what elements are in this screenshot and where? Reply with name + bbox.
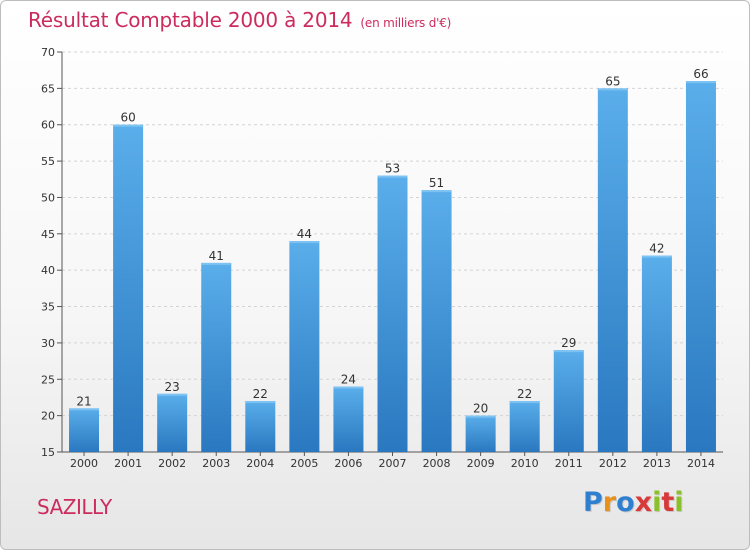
bar-highlight — [289, 241, 320, 244]
data-label: 23 — [165, 380, 180, 394]
bar-highlight — [201, 262, 232, 265]
data-label: 65 — [605, 74, 620, 88]
y-tick-label: 35 — [41, 301, 55, 314]
data-label: 22 — [517, 387, 532, 401]
data-label: 60 — [120, 111, 135, 125]
bar — [509, 401, 540, 452]
x-tick-label: 2003 — [202, 457, 230, 470]
y-tick-label: 15 — [41, 446, 55, 459]
y-tick-label: 40 — [41, 264, 55, 277]
data-label: 53 — [385, 162, 400, 176]
data-label: 66 — [693, 67, 708, 81]
data-label: 29 — [561, 336, 576, 350]
bar — [157, 393, 188, 452]
bar — [201, 262, 232, 452]
x-tick-label: 2006 — [334, 457, 362, 470]
data-label: 51 — [429, 176, 444, 190]
x-tick-label: 2011 — [555, 457, 583, 470]
brand-letter: o — [616, 487, 635, 518]
bar — [641, 255, 672, 452]
data-label: 44 — [297, 227, 312, 241]
bar-highlight — [553, 350, 584, 353]
bar — [465, 415, 496, 452]
x-tick-label: 2007 — [379, 457, 407, 470]
brand-logo: Proxiti — [583, 487, 684, 518]
y-tick-label: 50 — [41, 191, 55, 204]
bar-highlight — [157, 393, 188, 396]
brand-letter: i — [652, 487, 662, 518]
chart-title: Résultat Comptable 2000 à 2014 (en millie… — [28, 8, 451, 32]
bar — [597, 88, 628, 452]
bar — [245, 401, 276, 452]
brand-letter: P — [583, 487, 603, 518]
x-tick-label: 2013 — [643, 457, 671, 470]
bar-highlight — [377, 175, 408, 178]
commune-name: SAZILLY — [37, 495, 112, 519]
bar-highlight — [113, 124, 144, 127]
x-tick-label: 2012 — [599, 457, 627, 470]
data-label: 21 — [76, 394, 91, 408]
bar — [113, 124, 144, 453]
brand-letter: r — [602, 487, 617, 518]
bar-highlight — [509, 401, 540, 404]
brand-letter: x — [634, 487, 653, 518]
bar-highlight — [465, 415, 496, 418]
bar — [69, 408, 100, 452]
x-tick-label: 2001 — [114, 457, 142, 470]
bar-highlight — [421, 190, 452, 193]
bar-highlight — [245, 401, 276, 404]
bar-highlight — [685, 81, 716, 84]
chart-subtitle: (en milliers d'€) — [360, 16, 452, 30]
bar-highlight — [333, 386, 364, 389]
x-tick-label: 2004 — [246, 457, 274, 470]
data-label: 41 — [209, 249, 224, 263]
y-tick-label: 65 — [41, 82, 55, 95]
data-label: 24 — [341, 373, 356, 387]
y-tick-label: 70 — [41, 46, 55, 59]
y-tick-label: 25 — [41, 373, 55, 386]
x-tick-label: 2009 — [467, 457, 495, 470]
y-tick-label: 60 — [41, 119, 55, 132]
y-tick-label: 30 — [41, 337, 55, 350]
bar-highlight — [597, 88, 628, 91]
data-label: 42 — [649, 242, 664, 256]
bar — [289, 241, 320, 452]
bar — [553, 350, 584, 452]
bar-highlight — [641, 255, 672, 258]
data-label: 20 — [473, 402, 488, 416]
brand-letter: i — [674, 487, 684, 518]
x-tick-label: 2014 — [687, 457, 715, 470]
bar — [333, 386, 364, 452]
y-tick-label: 55 — [41, 155, 55, 168]
x-tick-label: 2010 — [511, 457, 539, 470]
y-tick-label: 45 — [41, 228, 55, 241]
data-label: 22 — [253, 387, 268, 401]
y-tick-label: 20 — [41, 410, 55, 423]
chart-title-text: Résultat Comptable 2000 à 2014 — [28, 8, 353, 32]
x-tick-label: 2008 — [423, 457, 451, 470]
x-tick-label: 2000 — [70, 457, 98, 470]
bar — [377, 175, 408, 453]
bar — [421, 190, 452, 452]
bar — [685, 81, 716, 452]
x-tick-label: 2002 — [158, 457, 186, 470]
brand-letter: t — [661, 487, 675, 518]
x-tick-label: 2005 — [290, 457, 318, 470]
bar-highlight — [69, 408, 100, 411]
